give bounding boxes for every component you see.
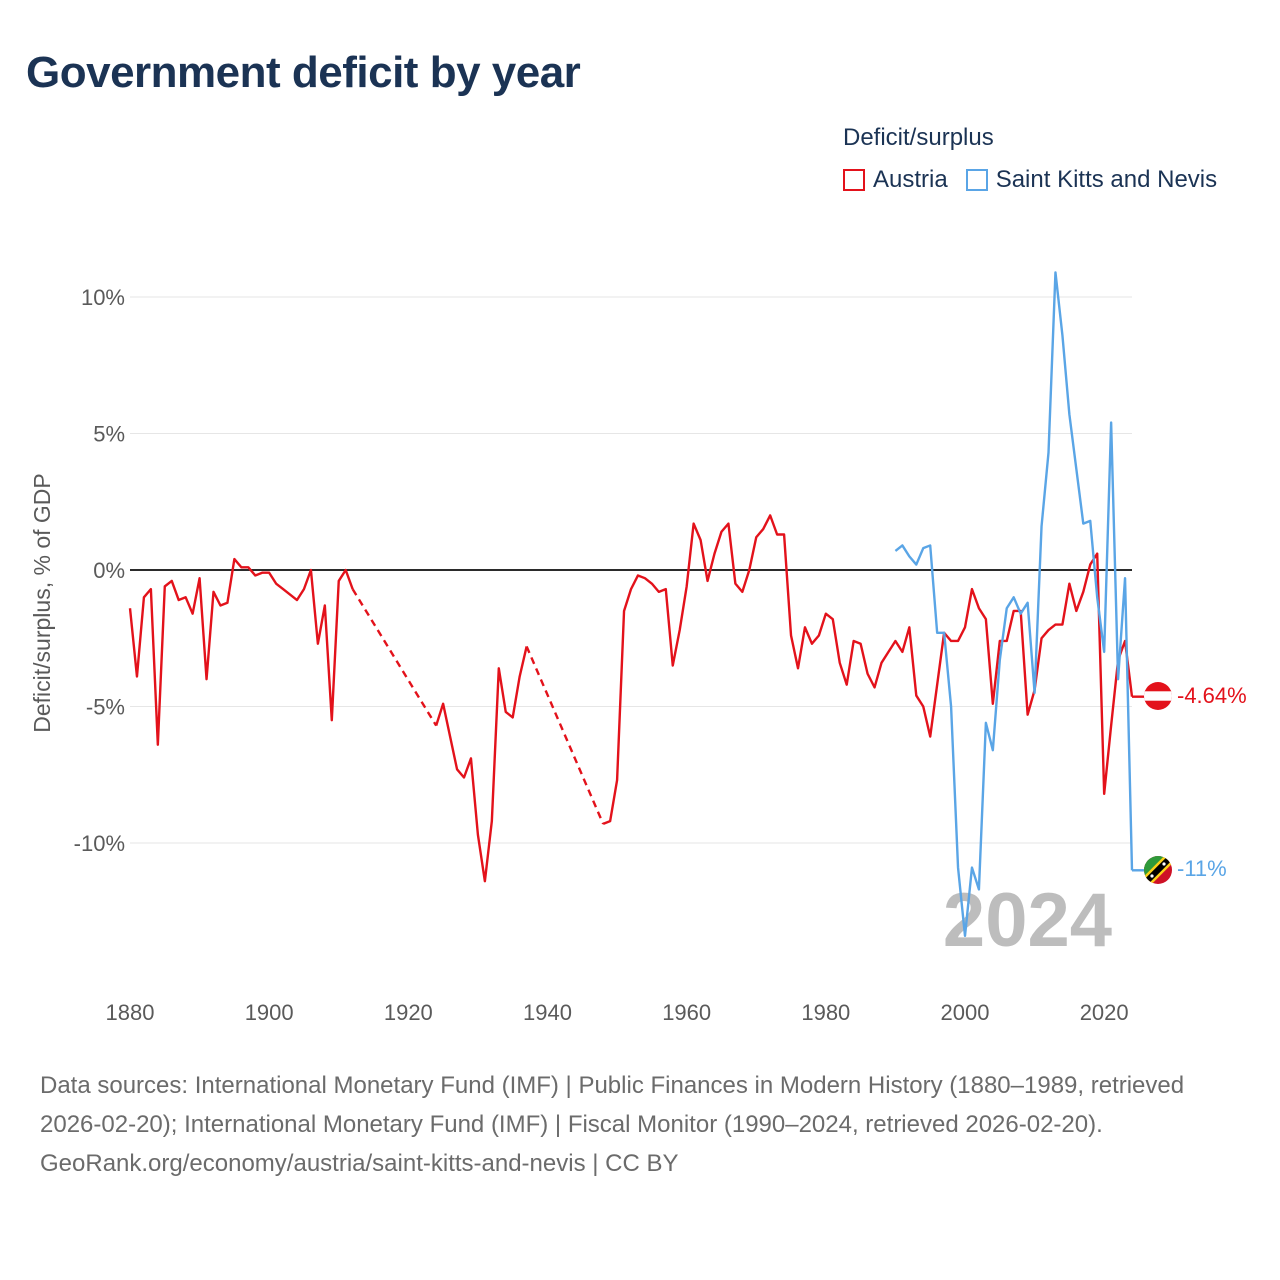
end-labels: -4.64% -11%: [1144, 682, 1247, 884]
grid-lines: [130, 296, 1132, 844]
y-axis-label: Deficit/surplus, % of GDP: [29, 473, 55, 732]
x-tick-label: 1960: [662, 1000, 711, 1025]
saint-kitts-swatch-icon: [965, 169, 988, 191]
austria-line-segment: [602, 514, 1134, 826]
x-tick-label: 1920: [384, 1000, 433, 1025]
austria-end-label: -4.64%: [1177, 683, 1247, 708]
x-tick-label: 2020: [1080, 1000, 1129, 1025]
y-tick-label: 5%: [93, 422, 125, 447]
saint-kitts-flag-icon: [1144, 856, 1172, 884]
saint-kitts-and-nevis-line-segment: [894, 271, 1134, 938]
y-tick-label: -5%: [86, 695, 125, 720]
austria-line-segment: [128, 557, 354, 746]
austria-flag-icon: [1144, 682, 1172, 710]
year-watermark: 2024: [943, 878, 1112, 963]
legend-title: Deficit/surplus: [843, 124, 994, 151]
saint-kitts-and-nevis-series: [894, 271, 1144, 938]
legend-item-austria[interactable]: Austria: [843, 166, 948, 194]
austria-gap-line: [525, 645, 605, 825]
austria-swatch-icon: [843, 169, 865, 191]
y-tick-label: 10%: [81, 285, 125, 310]
x-axis-ticks: 1880 1900 1920 1940 1960 1980 2000 2020: [106, 1000, 1129, 1025]
legend-item-saint-kitts-and-nevis[interactable]: Saint Kitts and Nevis: [965, 166, 1218, 194]
legend-label-austria: Austria: [873, 166, 948, 193]
austria-gap-line: [351, 588, 438, 727]
x-tick-label: 1980: [801, 1000, 850, 1025]
y-tick-label: 0%: [93, 558, 125, 583]
x-tick-label: 1880: [106, 1000, 155, 1025]
x-tick-label: 1940: [523, 1000, 572, 1025]
y-tick-label: -10%: [74, 831, 125, 856]
chart-area: 10% 5% 0% -5% -10% 1880 1900 1920 1940 1960 1980 2…: [29, 271, 1247, 1025]
x-tick-label: 1900: [245, 1000, 294, 1025]
x-tick-label: 2000: [941, 1000, 990, 1025]
data-sources-text: Data sources: International Monetary Fun…: [40, 1072, 1185, 1138]
series-lines: [128, 271, 1144, 938]
y-axis-ticks: 10% 5% 0% -5% -10%: [74, 285, 125, 856]
austria-series: [128, 514, 1144, 883]
source-link[interactable]: GeoRank.org/economy/austria/saint-kitts-…: [40, 1150, 679, 1177]
saint-kitts-end-label: -11%: [1177, 856, 1227, 881]
footer: Data sources: International Monetary Fun…: [40, 1066, 1240, 1183]
austria-line-segment: [435, 646, 528, 883]
legend-label-saint-kitts-and-nevis: Saint Kitts and Nevis: [995, 166, 1218, 193]
legend: Austria Saint Kitts and Nevis: [843, 166, 1235, 194]
chart-title: Government deficit by year: [26, 48, 581, 97]
